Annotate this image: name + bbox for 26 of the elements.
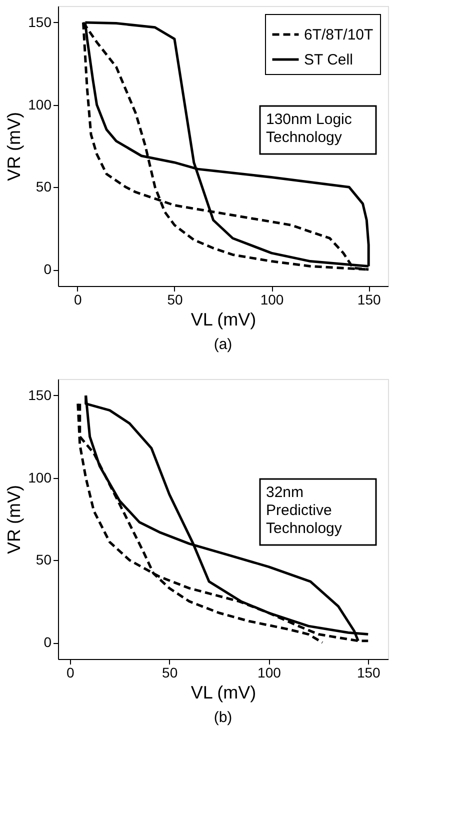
y-tick-label: 50 <box>36 552 52 568</box>
x-tick-label: 150 <box>357 292 381 308</box>
y-tick-label: 100 <box>28 96 52 112</box>
annotation: 32nm Predictive Technology <box>266 484 342 537</box>
y-axis-title: VR (mV) <box>4 112 24 181</box>
y-axis-title: VR (mV) <box>4 485 24 554</box>
x-tick-label: 0 <box>74 292 82 308</box>
x-axis-title: VL (mV) <box>190 682 256 702</box>
x-axis-title: VL (mV) <box>190 310 256 330</box>
x-tick-label: 50 <box>167 292 183 308</box>
legend-label: ST Cell <box>304 52 353 68</box>
text: (a) <box>214 336 232 353</box>
y-tick-label: 150 <box>28 386 52 403</box>
x-tick-label: 100 <box>260 292 284 308</box>
y-tick-label: 0 <box>44 634 52 650</box>
x-tick-label: 150 <box>356 664 381 680</box>
legend-label: 6T/8T/10T <box>304 26 374 44</box>
text: (b) <box>214 709 232 726</box>
annotation: 130nm Logic Technology <box>266 111 352 146</box>
x-tick-label: 100 <box>258 664 282 680</box>
y-tick-label: 150 <box>28 14 52 30</box>
y-tick-label: 100 <box>28 469 52 486</box>
x-tick-label: 50 <box>162 664 178 680</box>
y-tick-label: 0 <box>44 261 52 278</box>
y-tick-label: 50 <box>36 178 52 195</box>
x-tick-label: 0 <box>66 664 75 680</box>
